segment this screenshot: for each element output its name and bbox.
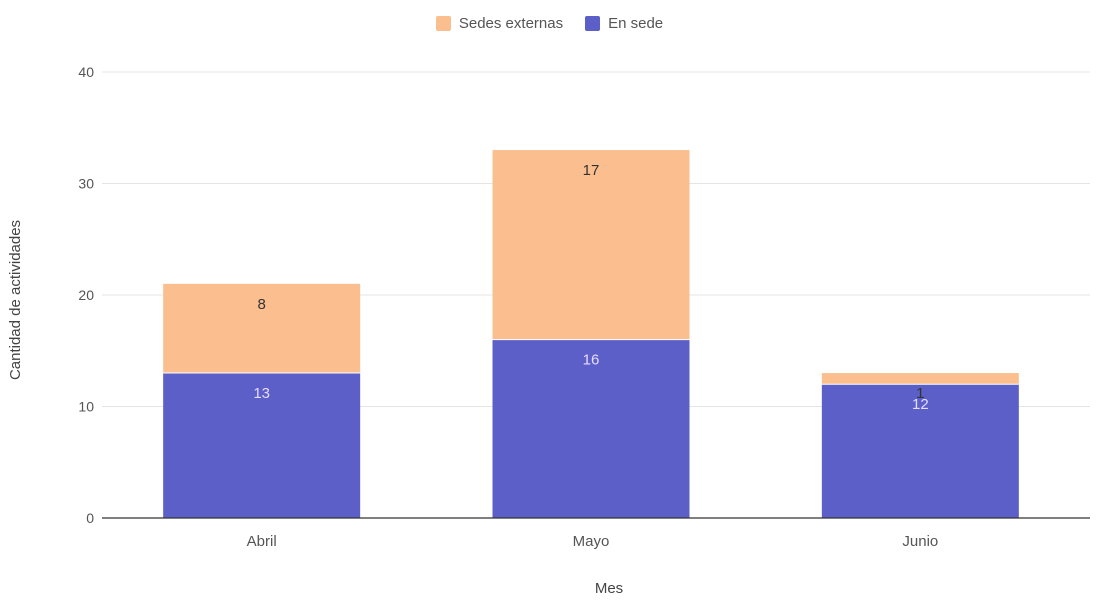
bar-abril-series-0[interactable] xyxy=(163,373,361,518)
legend-label-sedes-externas: Sedes externas xyxy=(458,15,564,32)
bar-mayo-series-1[interactable] xyxy=(492,150,690,340)
bar-junio-series-0[interactable] xyxy=(821,384,1019,518)
y-tick-label: 30 xyxy=(78,176,94,192)
data-label: 17 xyxy=(583,162,600,179)
data-label: 1 xyxy=(916,385,924,402)
data-label: 16 xyxy=(583,352,600,369)
data-label: 8 xyxy=(257,296,265,313)
data-labels: 13 8 16 17 121 xyxy=(253,162,928,413)
x-tick-label: Mayo xyxy=(573,533,610,550)
legend-swatch-en-sede xyxy=(585,16,601,31)
data-label: 12 xyxy=(912,396,929,413)
y-tick-label: 20 xyxy=(78,287,94,303)
bar-junio-series-1[interactable] xyxy=(821,373,1019,385)
data-label: 13 xyxy=(253,385,270,402)
y-tick-label: 40 xyxy=(78,64,94,80)
legend-swatch-sedes-externas xyxy=(435,16,451,31)
y-tick-label: 0 xyxy=(86,510,94,526)
bar-mayo-series-0[interactable] xyxy=(492,339,690,518)
x-tick-label: Abril xyxy=(247,533,277,550)
y-axis-title: Cantidad de actividades xyxy=(7,220,24,380)
y-tick-label: 10 xyxy=(78,399,94,415)
x-axis-title: Mes xyxy=(595,580,623,597)
bars xyxy=(163,150,1019,518)
x-tick-label: Junio xyxy=(902,533,938,550)
bar-abril-series-1[interactable] xyxy=(163,283,361,374)
legend-label-en-sede: En sede xyxy=(608,15,664,32)
legend-item-sedes-externas[interactable]: Sedes externas xyxy=(435,15,564,32)
legend-item-en-sede[interactable]: En sede xyxy=(585,15,663,32)
axes: 0 10 20 30 40 Abril Mayo Junio xyxy=(78,64,1090,550)
legend: Sedes externas En sede xyxy=(0,15,1099,32)
